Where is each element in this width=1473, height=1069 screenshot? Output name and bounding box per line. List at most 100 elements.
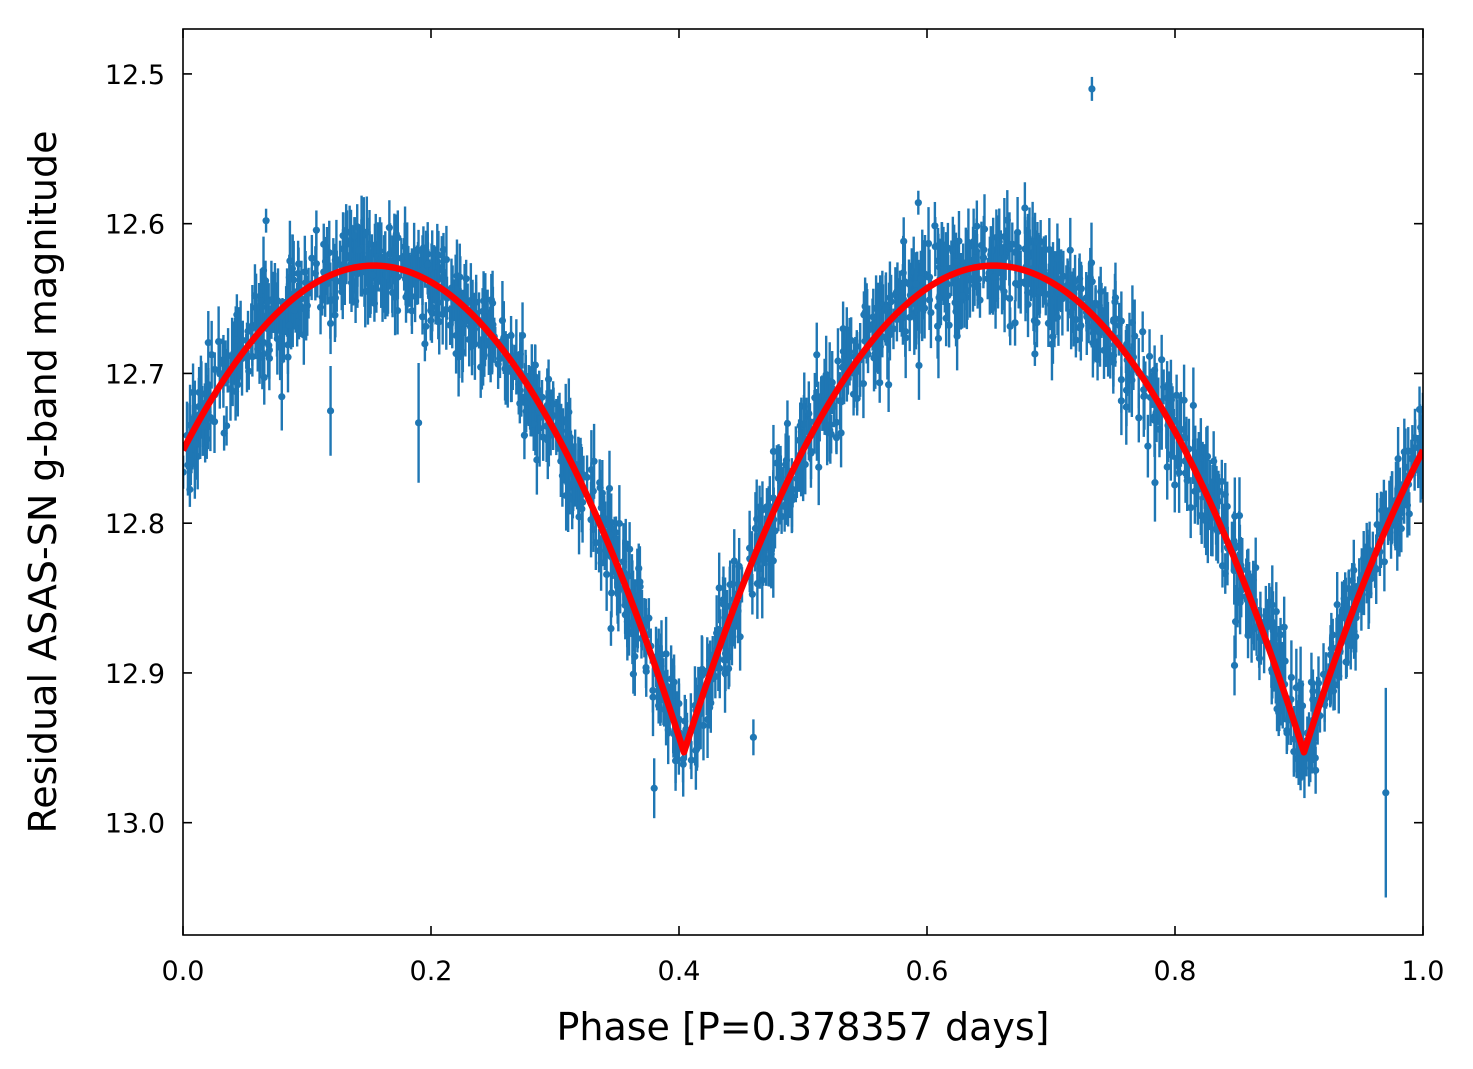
data-point: [232, 316, 240, 364]
data-marker: [244, 327, 252, 335]
y-tick-label: 12.9: [105, 659, 165, 690]
data-marker: [786, 491, 794, 500]
data-marker: [570, 478, 578, 487]
data-marker: [457, 319, 465, 327]
data-point: [377, 230, 385, 286]
data-marker: [853, 367, 861, 376]
data-point: [367, 277, 375, 314]
data-marker: [1236, 599, 1244, 607]
data-marker: [257, 297, 265, 305]
data-marker: [1411, 434, 1419, 442]
data-marker: [1021, 204, 1029, 212]
y-tick-label: 12.5: [105, 60, 165, 91]
data-marker: [1082, 294, 1090, 302]
data-marker: [479, 307, 487, 316]
data-point: [687, 741, 696, 780]
data-marker: [1200, 472, 1209, 481]
data-point: [245, 352, 253, 390]
data-marker: [725, 664, 733, 673]
data-marker: [925, 296, 934, 304]
data-marker: [1155, 425, 1164, 433]
data-marker: [947, 264, 955, 272]
data-marker: [578, 505, 586, 513]
data-point: [942, 290, 950, 347]
data-point: [971, 229, 980, 287]
data-marker: [912, 280, 920, 288]
data-point: [753, 548, 761, 619]
data-marker: [1165, 402, 1173, 411]
data-point: [203, 419, 211, 459]
data-marker: [662, 718, 670, 726]
data-marker: [369, 271, 377, 279]
data-point: [1342, 577, 1350, 623]
data-marker: [390, 245, 398, 253]
data-marker: [1210, 457, 1218, 465]
data-marker: [985, 269, 993, 277]
data-point: [1049, 309, 1057, 364]
data-marker: [1397, 524, 1405, 533]
data-marker: [1111, 315, 1120, 323]
data-marker: [462, 275, 470, 283]
y-axis-title: Residual ASAS-SN g-band magnitude: [21, 131, 65, 834]
data-point: [210, 390, 219, 453]
data-point: [726, 560, 734, 609]
data-point: [257, 268, 265, 333]
data-point: [390, 213, 398, 285]
data-marker: [650, 784, 658, 792]
data-point: [1117, 366, 1125, 436]
data-marker: [183, 468, 187, 476]
data-marker: [1231, 618, 1240, 626]
data-marker: [870, 354, 878, 362]
data-marker: [1000, 288, 1008, 296]
data-marker: [861, 302, 869, 310]
data-point: [832, 421, 841, 455]
data-point: [1311, 741, 1319, 775]
data-marker: [645, 614, 653, 622]
data-marker: [893, 287, 902, 295]
data-marker: [1218, 477, 1226, 486]
data-marker: [1014, 243, 1023, 252]
data-marker: [431, 293, 440, 301]
data-point: [462, 259, 470, 298]
data-marker: [1001, 254, 1009, 262]
data-marker: [1053, 254, 1061, 263]
data-marker: [667, 675, 675, 683]
data-point: [1276, 617, 1285, 652]
data-marker: [435, 318, 443, 326]
data-point: [650, 758, 658, 819]
data-marker: [363, 228, 371, 236]
data-marker: [783, 419, 792, 428]
data-marker: [887, 298, 895, 306]
data-point: [403, 222, 411, 303]
data-point: [1088, 76, 1096, 101]
data-marker: [859, 380, 868, 388]
data-point: [902, 297, 910, 379]
data-marker: [533, 456, 541, 464]
data-marker: [607, 624, 615, 633]
data-marker: [749, 733, 758, 741]
data-marker: [756, 503, 764, 511]
data-point: [1151, 443, 1159, 522]
data-point: [1067, 274, 1075, 350]
data-point: [422, 302, 430, 351]
data-marker: [885, 381, 893, 389]
data-marker: [726, 581, 734, 589]
y-tick-label: 12.6: [105, 210, 165, 241]
data-marker: [942, 314, 950, 322]
model-fit-line: [183, 262, 1423, 756]
x-tick-label: 0.8: [1154, 956, 1197, 987]
data-marker: [715, 584, 723, 592]
data-point: [815, 429, 823, 506]
data-point: [424, 233, 432, 295]
data-marker: [963, 287, 972, 295]
data-marker: [1015, 280, 1023, 288]
data-marker: [813, 351, 821, 359]
data-point: [622, 518, 630, 569]
data-marker: [1187, 504, 1195, 512]
data-point: [264, 330, 272, 378]
data-marker: [424, 260, 432, 268]
data-point: [1053, 299, 1062, 336]
data-marker: [1145, 352, 1154, 360]
data-marker: [1122, 403, 1130, 411]
data-marker: [544, 375, 553, 383]
